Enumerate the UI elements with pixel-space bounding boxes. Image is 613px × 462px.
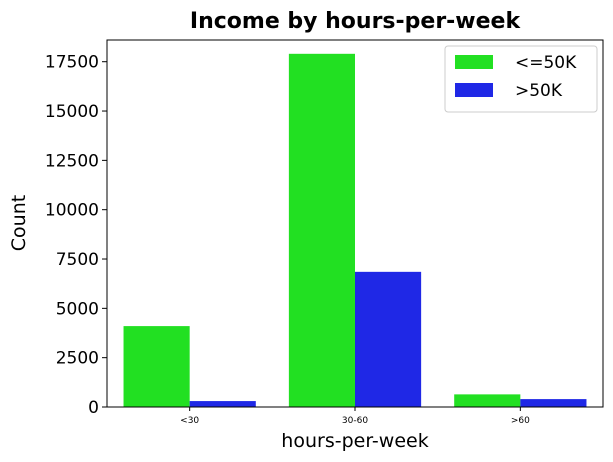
legend: <=50K >50K (444, 45, 598, 113)
y-tick-label-3: 7500 (56, 250, 99, 270)
y-tick-label-6: 15000 (45, 102, 99, 122)
legend-swatch-0 (455, 55, 493, 69)
y-tick-label-2: 5000 (56, 299, 99, 319)
plot-frame (106, 39, 604, 408)
bar-0-1 (288, 53, 355, 407)
legend-swatch-1 (455, 83, 493, 97)
bar-1-1 (355, 271, 422, 407)
legend-label-1: >50K (515, 81, 563, 101)
plot-area (123, 53, 587, 407)
y-tick-label-0: 0 (88, 398, 99, 418)
x-tick-label-0: <30 (180, 416, 199, 426)
y-tick-label-7: 17500 (45, 53, 99, 73)
x-tick-label-2: >60 (511, 416, 530, 426)
x-tick-label-1: 30-60 (342, 416, 368, 426)
bar-0-0 (123, 326, 190, 407)
y-tick-label-1: 2500 (56, 349, 99, 369)
y-tick-label-4: 10000 (45, 201, 99, 221)
x-axis: <30 30-60 >60 (180, 407, 530, 426)
y-axis-label: Count (8, 195, 30, 251)
chart-title: Income by hours-per-week (190, 9, 522, 34)
legend-label-0: <=50K (515, 53, 577, 73)
bar-0-2 (454, 394, 521, 407)
y-tick-label-5: 12500 (45, 151, 99, 171)
bar-1-0 (189, 401, 256, 407)
y-axis: 0 2500 5000 7500 10000 12500 15000 17500 (45, 53, 107, 418)
x-axis-label: hours-per-week (281, 430, 428, 452)
bar-1-2 (520, 399, 587, 407)
